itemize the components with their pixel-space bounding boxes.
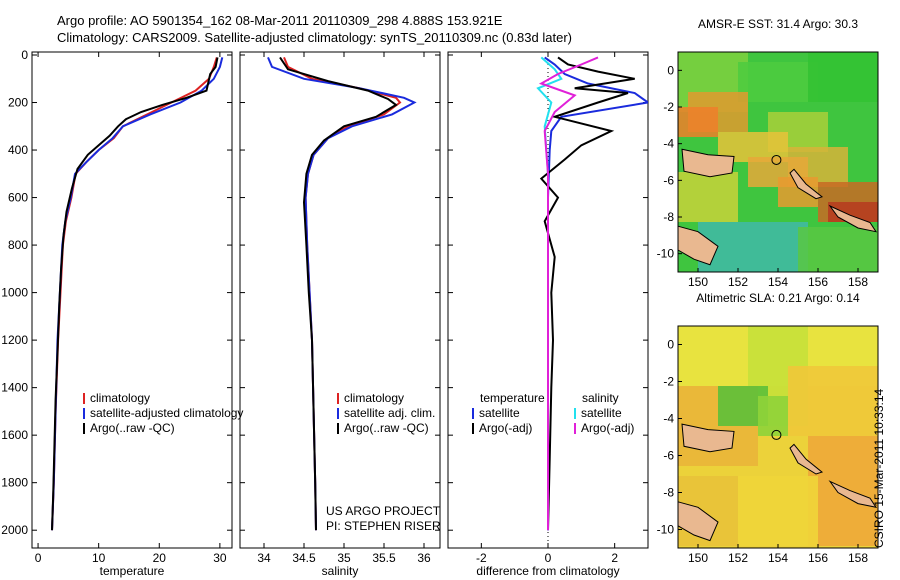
x-tick-label: 30 xyxy=(213,551,227,565)
y-tick-label: 1800 xyxy=(1,476,28,490)
series-line-argo-raw-qc- xyxy=(51,57,219,531)
series-line-temperature-argo-adj- xyxy=(539,56,635,531)
land-polygon xyxy=(681,423,735,453)
x-tick-label: 0 xyxy=(545,551,552,565)
legend-label: Argo(-adj) xyxy=(479,421,532,435)
x-tick-label: 0 xyxy=(35,551,42,565)
y-tick-label: 1200 xyxy=(1,333,28,347)
annotation-text: US ARGO PROJECT xyxy=(326,504,441,518)
y-tick-label: 400 xyxy=(8,143,28,157)
map-y-tick-label: -6 xyxy=(663,449,674,463)
map-x-tick-label: 158 xyxy=(848,275,868,289)
map-map-sst xyxy=(677,51,879,273)
land-polygon xyxy=(789,443,824,475)
series-line-salinity-argo-adj- xyxy=(538,56,599,531)
map-x-tick-label: 152 xyxy=(728,551,748,565)
land-polygon xyxy=(681,148,735,178)
map-x-tick-label: 156 xyxy=(808,551,828,565)
x-tick-label: 34.5 xyxy=(292,551,316,565)
map-x-tick-label: 152 xyxy=(728,275,748,289)
map-y-tick-label: -2 xyxy=(663,100,674,114)
legend-label: climatology xyxy=(344,391,404,405)
x-axis-label: difference from climatology xyxy=(476,564,619,578)
map-x-tick-label: 150 xyxy=(688,275,708,289)
legend-label: satellite adj. clim. xyxy=(344,406,435,420)
legend-label: Argo(-adj) xyxy=(581,421,634,435)
legend-label: satellite-adjusted climatology xyxy=(90,406,243,420)
map-y-tick-label: -8 xyxy=(663,210,674,224)
field-cell xyxy=(798,227,878,272)
legend-label: satellite xyxy=(479,406,520,420)
map-y-tick-label: -6 xyxy=(663,173,674,187)
field-cell xyxy=(738,476,818,546)
field-cell xyxy=(808,52,878,102)
float-position-marker xyxy=(771,154,782,165)
map-y-tick-label: -10 xyxy=(657,247,675,261)
legend-group-title: temperature xyxy=(480,391,545,405)
map-y-tick-label: 0 xyxy=(667,63,674,77)
x-tick-label: 20 xyxy=(153,551,167,565)
map-x-tick-label: 158 xyxy=(848,551,868,565)
map-x-tick-label: 150 xyxy=(688,551,708,565)
x-axis-label: temperature xyxy=(100,564,165,578)
map-y-tick-label: -4 xyxy=(663,137,674,151)
y-tick-label: 800 xyxy=(8,238,28,252)
x-tick-label: 34 xyxy=(257,551,271,565)
y-tick-label: 1600 xyxy=(1,428,28,442)
field-cell xyxy=(758,396,788,436)
series-line-satellite-adjusted-climatology xyxy=(51,57,224,531)
legend-label: climatology xyxy=(90,391,150,405)
legend-label: satellite xyxy=(581,406,622,420)
x-tick-label: 36 xyxy=(417,551,431,565)
legend-group-title: salinity xyxy=(582,391,619,405)
legend-label: Argo(..raw -QC) xyxy=(344,421,429,435)
legend-label: Argo(..raw -QC) xyxy=(90,421,175,435)
field-cell xyxy=(678,172,738,222)
x-tick-label: -2 xyxy=(476,551,487,565)
x-tick-label: 10 xyxy=(92,551,106,565)
series-line-temperature-satellite xyxy=(544,56,648,531)
field-cell xyxy=(788,366,878,436)
annotation-text: PI: STEPHEN RISER xyxy=(326,519,441,533)
map-title: Altimetric SLA: 0.21 Argo: 0.14 xyxy=(696,291,860,305)
x-tick-label: 35 xyxy=(337,551,351,565)
field-cell xyxy=(738,62,818,102)
map-x-tick-label: 154 xyxy=(768,275,788,289)
y-tick-label: 200 xyxy=(8,96,28,110)
map-y-tick-label: -10 xyxy=(657,523,675,537)
field-cell xyxy=(678,107,718,137)
map-x-tick-label: 156 xyxy=(808,275,828,289)
panel-frame-temperature xyxy=(31,51,233,549)
x-axis-label: salinity xyxy=(322,564,359,578)
credit-label: CSIRO 15-Mar-2011 10:33:14 xyxy=(872,388,886,548)
map-y-tick-label: -4 xyxy=(663,412,674,426)
y-tick-label: 2000 xyxy=(1,523,28,537)
map-x-tick-label: 154 xyxy=(768,551,788,565)
x-tick-label: 35.5 xyxy=(372,551,396,565)
map-title: AMSR-E SST: 31.4 Argo: 30.3 xyxy=(698,17,858,31)
float-position-marker xyxy=(771,429,782,440)
map-y-tick-label: -8 xyxy=(663,486,674,500)
land-polygon xyxy=(828,204,878,233)
y-tick-label: 0 xyxy=(21,48,28,62)
map-y-tick-label: 0 xyxy=(667,338,674,352)
series-line-argo-raw-qc- xyxy=(279,56,398,531)
y-tick-label: 600 xyxy=(8,191,28,205)
map-y-tick-label: -2 xyxy=(663,375,674,389)
land-polygon xyxy=(828,480,878,509)
y-tick-label: 1400 xyxy=(1,381,28,395)
header-line-2: Climatology: CARS2009. Satellite-adjuste… xyxy=(57,30,572,45)
map-map-sla xyxy=(677,325,879,549)
panel-frame-salinity xyxy=(239,51,441,549)
land-polygon xyxy=(789,168,824,200)
header-line-1: Argo profile: AO 5901354_162 08-Mar-2011… xyxy=(57,13,503,28)
y-tick-label: 1000 xyxy=(1,286,28,300)
series-line-climatology xyxy=(51,57,218,531)
x-tick-label: 2 xyxy=(611,551,618,565)
